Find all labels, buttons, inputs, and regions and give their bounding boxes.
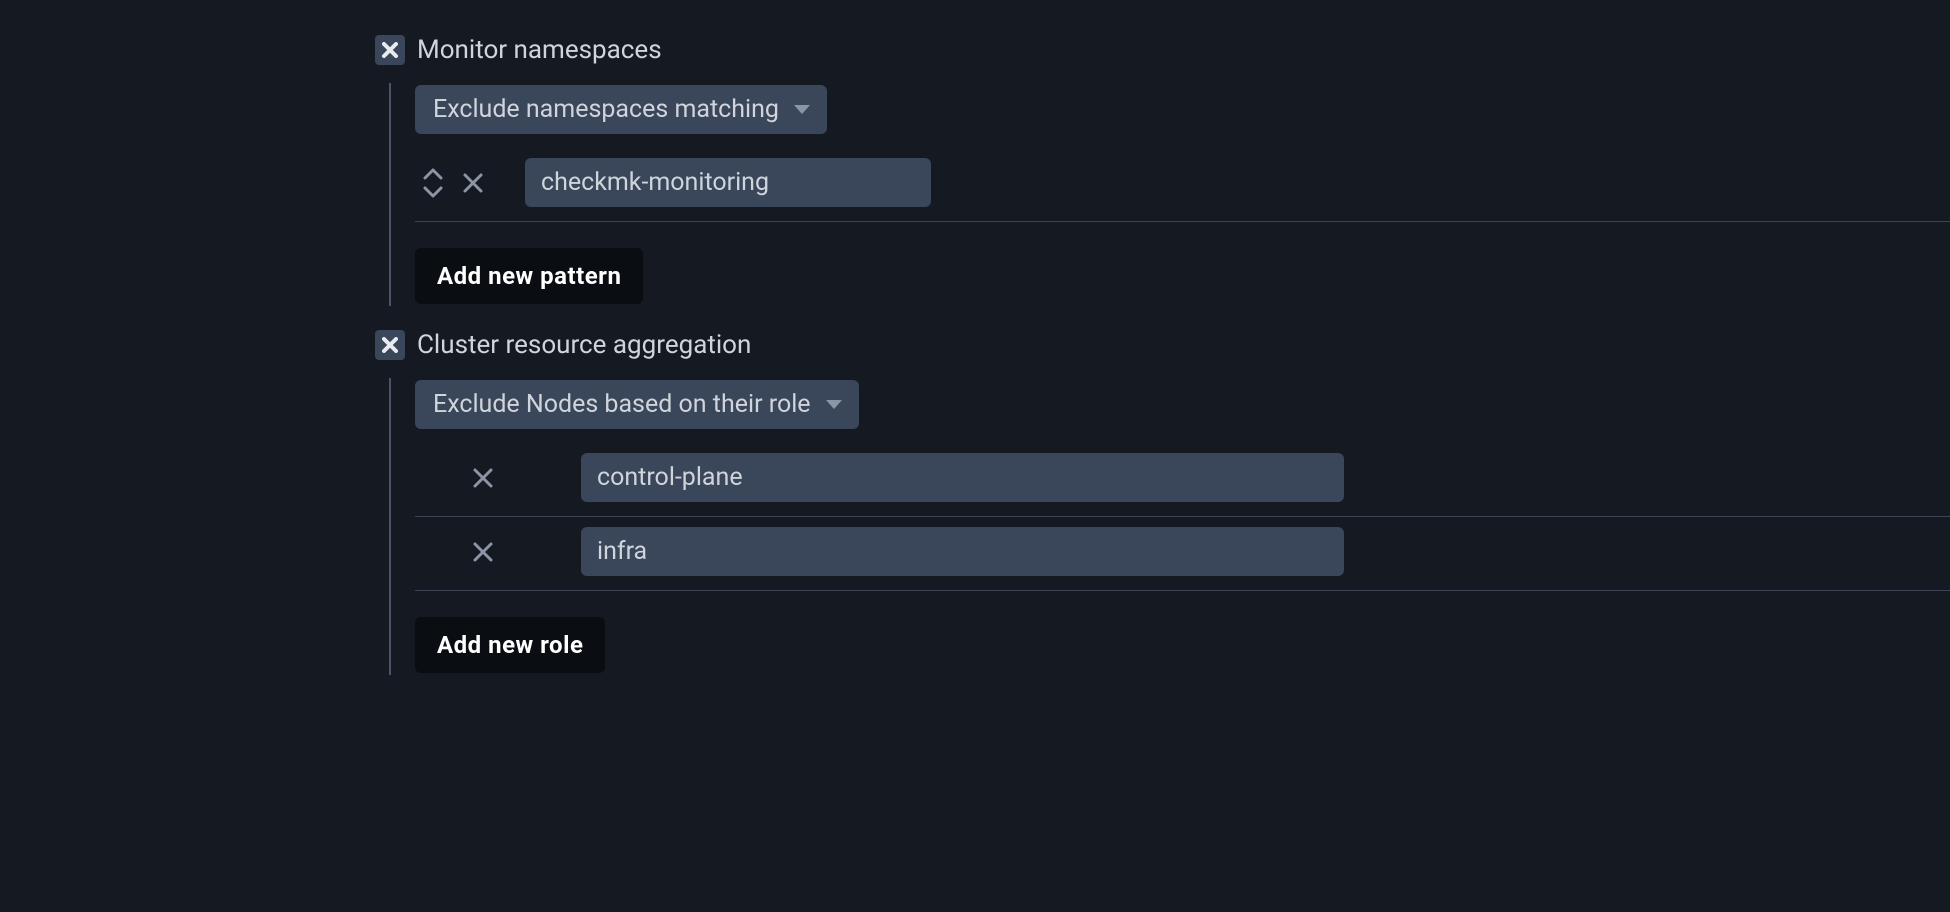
chevron-down-icon (423, 186, 443, 198)
section-title: Cluster resource aggregation (417, 330, 751, 360)
dropdown-label: Exclude Nodes based on their role (433, 390, 811, 419)
close-icon (461, 171, 485, 195)
chevron-down-icon (793, 104, 811, 116)
pattern-row (415, 148, 1950, 222)
close-icon (382, 42, 398, 58)
toggle-monitor-namespaces[interactable] (375, 35, 405, 65)
section-cluster-aggregation: Cluster resource aggregation Exclude Nod… (375, 330, 1950, 675)
section-monitor-namespaces: Monitor namespaces Exclude namespaces ma… (375, 35, 1950, 306)
add-pattern-button[interactable]: Add new pattern (415, 248, 643, 304)
close-icon (382, 337, 398, 353)
role-input[interactable] (581, 453, 1344, 502)
toggle-cluster-aggregation[interactable] (375, 330, 405, 360)
delete-role-button[interactable] (471, 466, 495, 490)
add-role-button[interactable]: Add new role (415, 617, 605, 673)
role-row (415, 443, 1950, 517)
chevron-down-icon (825, 399, 843, 411)
delete-role-button[interactable] (471, 540, 495, 564)
role-input[interactable] (581, 527, 1344, 576)
chevron-up-icon (423, 168, 443, 180)
close-icon (471, 466, 495, 490)
dropdown-exclude-nodes[interactable]: Exclude Nodes based on their role (415, 380, 859, 429)
section-title: Monitor namespaces (417, 35, 662, 65)
dropdown-exclude-namespaces[interactable]: Exclude namespaces matching (415, 85, 827, 134)
sort-handle[interactable] (423, 168, 443, 198)
pattern-input[interactable] (525, 158, 931, 207)
role-row (415, 517, 1950, 591)
dropdown-label: Exclude namespaces matching (433, 95, 779, 124)
delete-pattern-button[interactable] (461, 171, 485, 195)
close-icon (471, 540, 495, 564)
